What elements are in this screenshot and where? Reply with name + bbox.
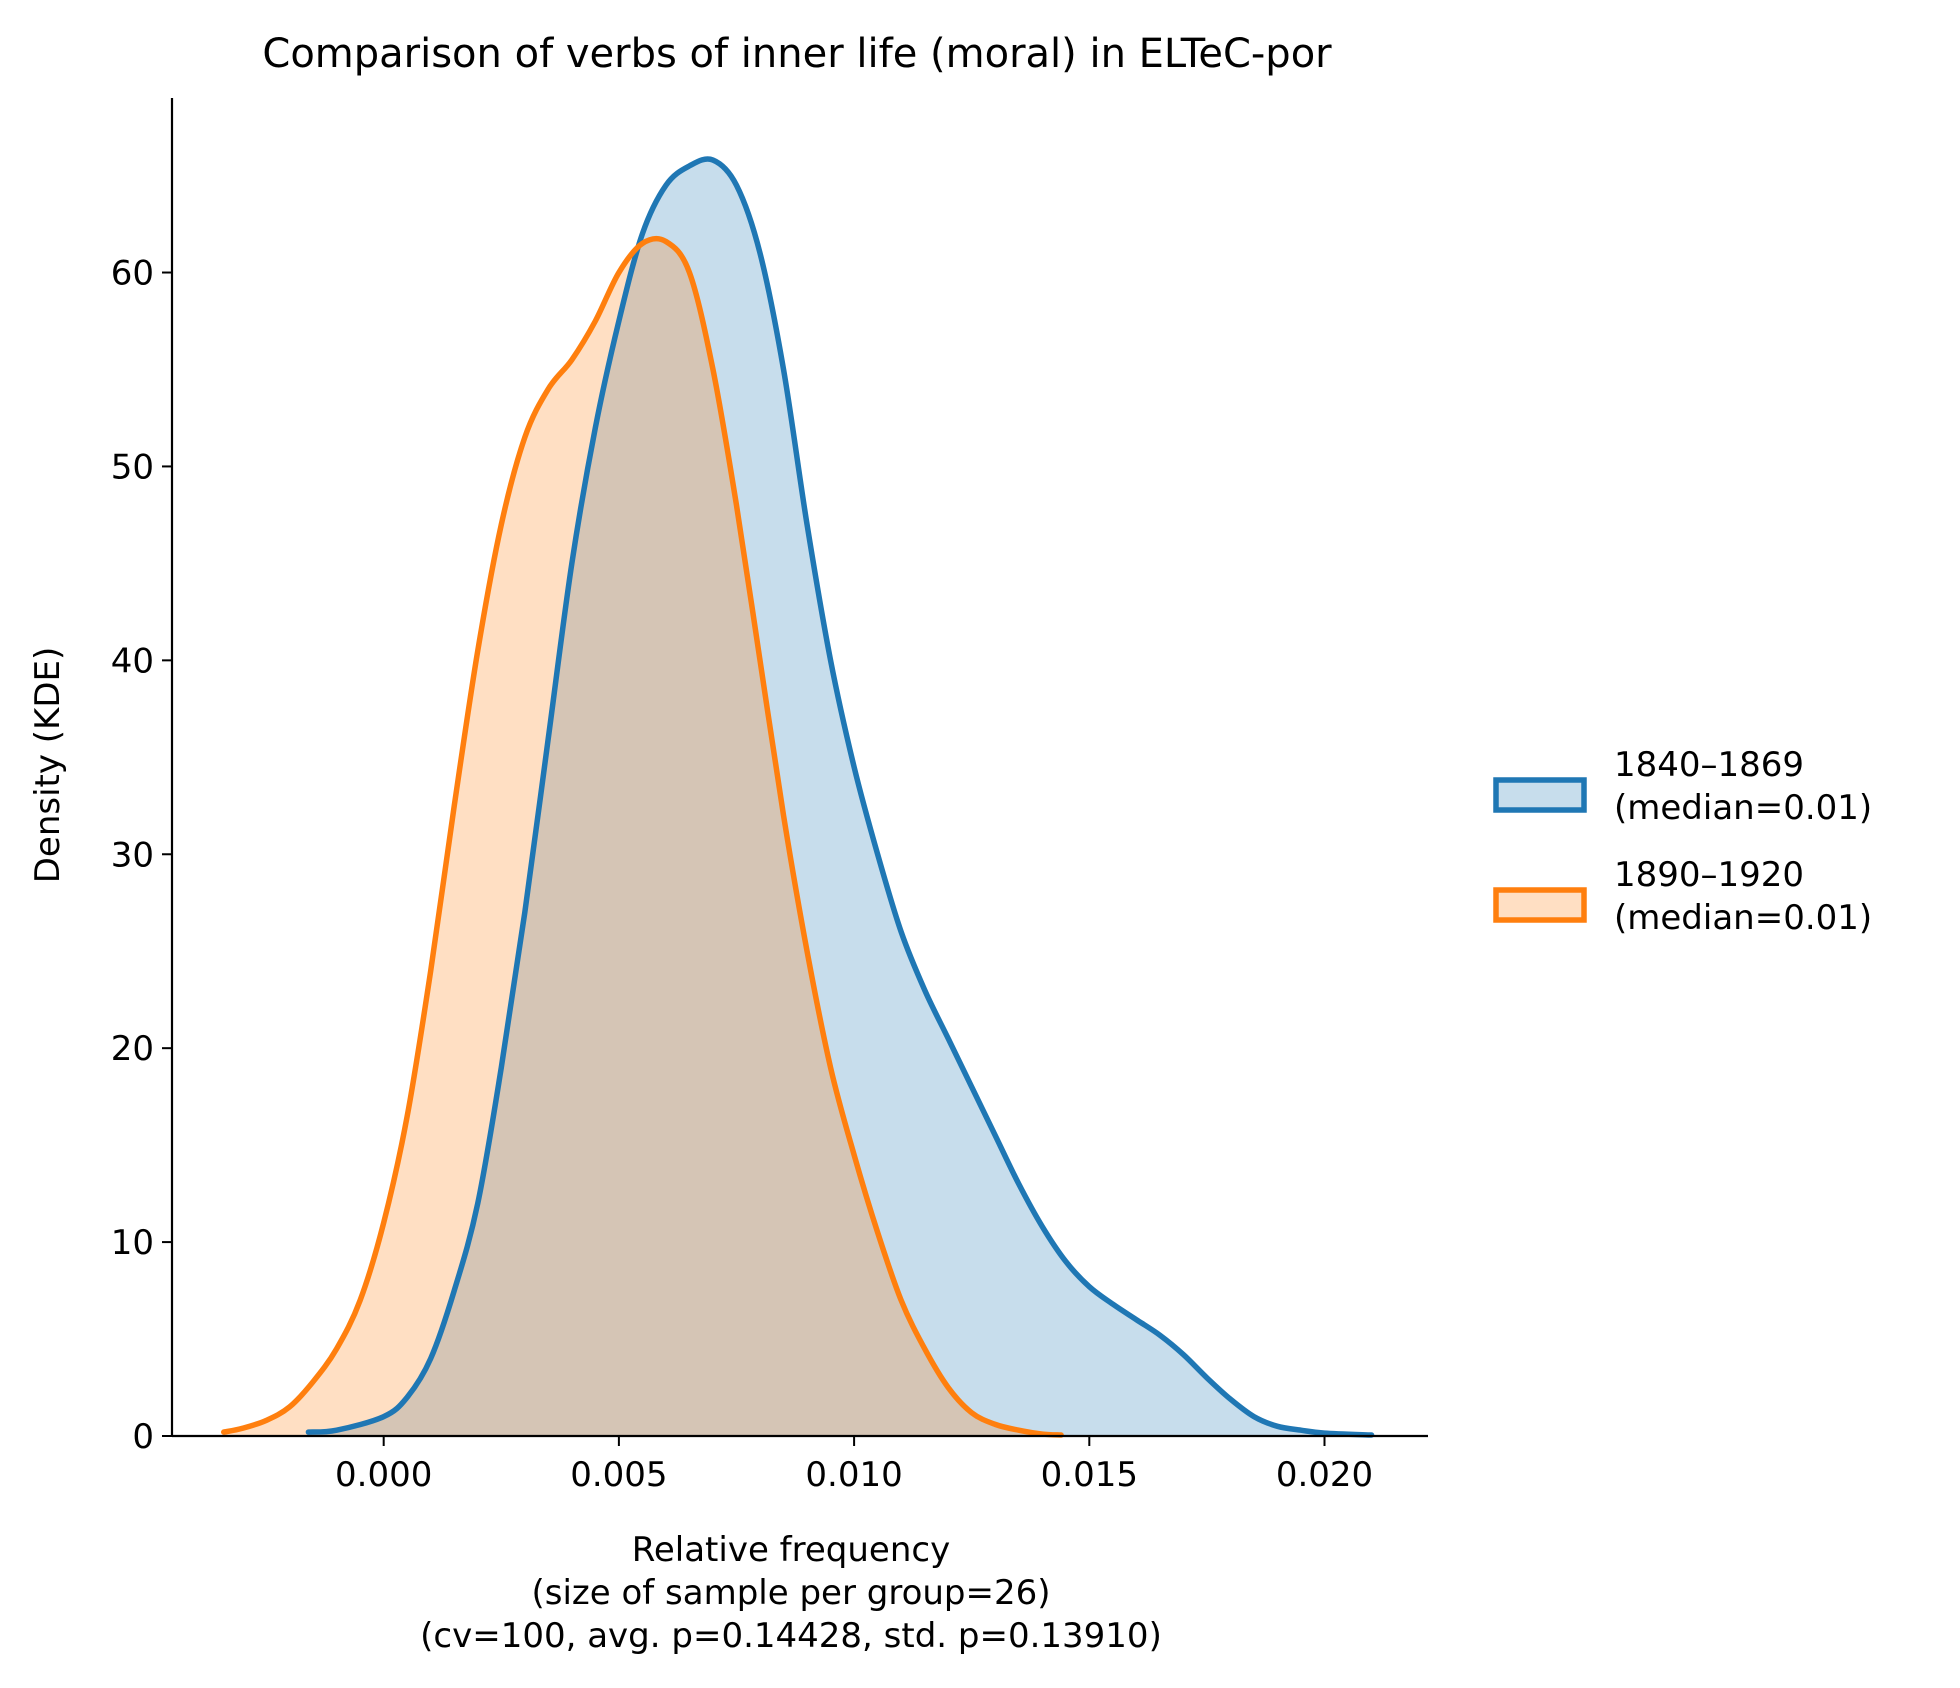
legend-label: (median=0.01) [1614, 788, 1872, 828]
legend-item-2: 1890–1920(median=0.01) [1493, 855, 1872, 938]
x-tick-label: 0.000 [335, 1455, 432, 1495]
legend-label: 1840–1869 [1614, 745, 1804, 785]
plot-area [221, 156, 1375, 1438]
legend: 1840–1869(median=0.01)1890–1920(median=0… [1493, 745, 1872, 938]
series-2-line [221, 235, 1064, 1438]
series-1-area [308, 158, 1372, 1436]
y-tick-label: 10 [111, 1223, 154, 1263]
y-tick-label: 20 [111, 1029, 154, 1069]
y-axis: Density (KDE) 0 10 20 30 40 50 60 [28, 98, 174, 1457]
chart-title: Comparison of verbs of inner life (moral… [262, 31, 1332, 77]
y-axis-label: Density (KDE) [28, 647, 68, 884]
series-1-line [305, 156, 1375, 1438]
x-axis-label-line-1: Relative frequency [632, 1530, 950, 1570]
x-axis-label-line-2: (size of sample per group=26) [531, 1573, 1050, 1613]
legend-label: 1890–1920 [1614, 855, 1804, 895]
x-axis-label-line-3: (cv=100, avg. p=0.14428, std. p=0.13910) [420, 1616, 1162, 1656]
legend-swatch [1493, 777, 1587, 813]
series-2-area [223, 238, 1062, 1437]
y-tick-label: 50 [111, 447, 154, 487]
legend-item-1: 1840–1869(median=0.01) [1493, 745, 1872, 828]
x-axis: Relative frequency (size of sample per g… [172, 1434, 1428, 1656]
x-tick-label: 0.010 [805, 1455, 902, 1495]
legend-label: (median=0.01) [1614, 898, 1872, 938]
y-tick-label: 40 [111, 641, 154, 681]
x-tick-label: 0.020 [1276, 1455, 1373, 1495]
y-tick-label: 30 [111, 835, 154, 875]
y-tick-label: 0 [132, 1417, 154, 1457]
x-tick-label: 0.015 [1041, 1455, 1138, 1495]
legend-swatch [1493, 887, 1587, 923]
y-tick-label: 60 [111, 254, 154, 294]
x-tick-label: 0.005 [570, 1455, 667, 1495]
